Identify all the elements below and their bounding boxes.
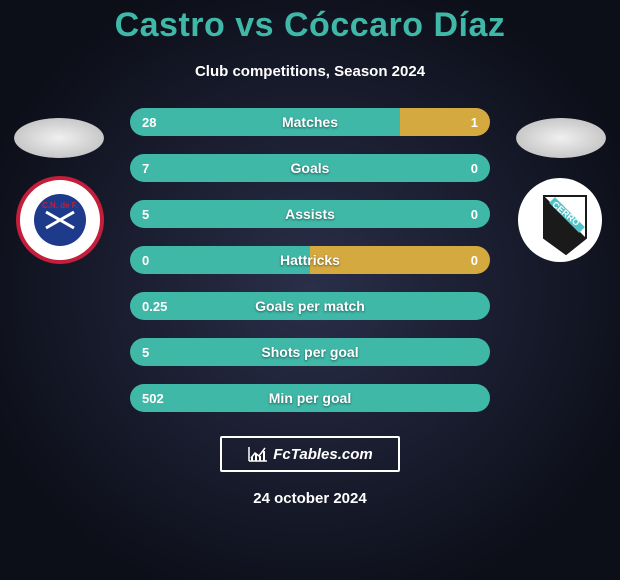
stat-label: Assists	[130, 206, 490, 222]
stat-row: 5Shots per goal	[130, 338, 490, 366]
stats-list: 281Matches 70Goals 50Assists 00Hattricks 0.2…	[130, 108, 490, 412]
stat-label: Min per goal	[130, 390, 490, 406]
stat-row: 281Matches	[130, 108, 490, 136]
stat-label: Goals	[130, 160, 490, 176]
club-crest-right: CERRO	[516, 176, 604, 264]
stat-label: Shots per goal	[130, 344, 490, 360]
subtitle: Club competitions, Season 2024	[0, 63, 620, 80]
stat-row: 0.25Goals per match	[130, 292, 490, 320]
chart-icon	[247, 445, 269, 463]
stat-label: Hattricks	[130, 252, 490, 268]
crest-right-svg: CERRO	[516, 176, 604, 264]
stat-label: Matches	[130, 114, 490, 130]
club-crest-left: C.N. de F.	[16, 176, 104, 264]
logo-text: FcTables.com	[273, 446, 372, 463]
stat-label: Goals per match	[130, 298, 490, 314]
stat-row: 00Hattricks	[130, 246, 490, 274]
stat-row: 50Assists	[130, 200, 490, 228]
date-text: 24 october 2024	[0, 490, 620, 507]
stat-row: 502Min per goal	[130, 384, 490, 412]
avatar-left	[14, 118, 104, 158]
stat-row: 70Goals	[130, 154, 490, 182]
svg-text:C.N. de F.: C.N. de F.	[42, 201, 78, 210]
page-title: Castro vs Cóccaro Díaz	[0, 6, 620, 45]
logo-box[interactable]: FcTables.com	[220, 436, 400, 472]
comparison-card: Castro vs Cóccaro Díaz Club competitions…	[0, 0, 620, 580]
crest-left-svg: C.N. de F.	[16, 176, 104, 264]
avatar-right	[516, 118, 606, 158]
